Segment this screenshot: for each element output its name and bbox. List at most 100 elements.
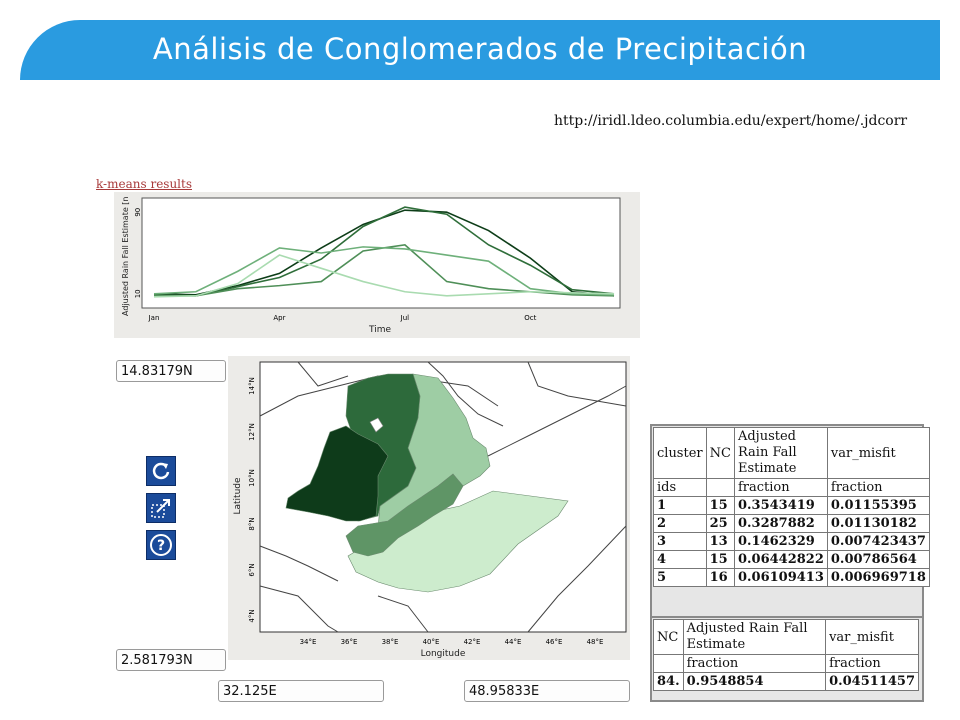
- west-lon-input[interactable]: 32.125E: [218, 680, 384, 702]
- cell: 0.3287882: [733, 514, 828, 533]
- expand-button[interactable]: [146, 493, 176, 523]
- series-line-4: [153, 246, 615, 296]
- cell: 1: [653, 496, 707, 515]
- table-row: 5 16 0.06109413 0.006969718: [653, 568, 930, 587]
- cell: 0.01130182: [826, 514, 930, 533]
- unit-cell: fraction: [825, 654, 919, 673]
- cell: 0.006969718: [826, 568, 930, 587]
- unit-cell: fraction: [826, 478, 930, 497]
- cell: 4: [653, 550, 707, 569]
- cluster-1-region: [285, 425, 389, 522]
- cell: 5: [653, 568, 707, 587]
- slide-title: Análisis de Conglomerados de Precipitaci…: [152, 32, 808, 66]
- cell: 0.1462329: [733, 532, 828, 551]
- cluster-3-region: [345, 473, 464, 557]
- x-tick-label: Jul: [400, 314, 410, 322]
- lat-tick-label: 8°N: [248, 517, 256, 530]
- cluster-results-table: cluster NC Adjusted Rain Fall Estimate v…: [653, 427, 930, 587]
- col-rainfall: Adjusted Rain Fall Estimate: [733, 427, 828, 479]
- unit-cell: ids: [653, 478, 707, 497]
- cell: 0.3543419: [733, 496, 828, 515]
- x-tick-label: Oct: [524, 314, 536, 322]
- col-nc: NC: [653, 619, 684, 655]
- time-series-panel: Jan Apr Jul Oct 10 90 Adjusted Rain Fall Est…: [114, 192, 640, 338]
- lon-tick-label: 36°E: [341, 638, 358, 646]
- x-axis-label: Time: [368, 325, 391, 335]
- table-row: 2 25 0.3287882 0.01130182: [653, 514, 930, 533]
- cell: 0.06442822: [733, 550, 828, 569]
- cell: 84.: [653, 672, 684, 691]
- col-var-misfit: var_misfit: [826, 427, 930, 479]
- x-tick-label: Jan: [148, 314, 160, 322]
- table-row: 1 15 0.3543419 0.01155395: [653, 496, 930, 515]
- east-lon-input[interactable]: 48.95833E: [464, 680, 630, 702]
- lon-tick-label: 38°E: [382, 638, 399, 646]
- help-button[interactable]: ?: [146, 530, 176, 560]
- table-row: 84. 0.9548854 0.04511457: [653, 672, 919, 691]
- y-axis-label: Adjusted Rain Fall Estimate [n: [121, 197, 130, 317]
- cluster-5-region: [347, 490, 569, 593]
- table-header-row: NC Adjusted Rain Fall Estimate var_misfi…: [653, 619, 919, 655]
- table-units-row: ids fraction fraction: [653, 478, 930, 497]
- longitude-label: Longitude: [421, 649, 466, 659]
- lon-tick-label: 42°E: [464, 638, 481, 646]
- series-line-5: [153, 254, 615, 298]
- lat-tick-label: 6°N: [248, 563, 256, 576]
- y-tick-label: 90: [134, 208, 142, 217]
- cell: 0.9548854: [682, 672, 827, 691]
- cell: 13: [705, 532, 735, 551]
- source-url: http://iridl.ldeo.columbia.edu/expert/ho…: [554, 113, 908, 129]
- cell: 15: [705, 550, 735, 569]
- cell: 0.00786564: [826, 550, 930, 569]
- lon-tick-label: 48°E: [587, 638, 604, 646]
- col-cluster: cluster: [653, 427, 707, 479]
- cluster-map[interactable]: 14°N 12°N 10°N 8°N 6°N 4°N 34°E 36°E 38°E 40°E 42…: [228, 356, 630, 660]
- table-header-row: cluster NC Adjusted Rain Fall Estimate v…: [653, 427, 930, 479]
- col-var-misfit: var_misfit: [825, 619, 919, 655]
- north-lat-input[interactable]: 14.83179N: [116, 360, 226, 382]
- cell: 25: [705, 514, 735, 533]
- svg-text:?: ?: [157, 538, 165, 554]
- help-icon: ?: [150, 534, 172, 556]
- latitude-label: Latitude: [233, 477, 243, 515]
- country-borders: [259, 361, 627, 633]
- cell: 16: [705, 568, 735, 587]
- cell: 3: [653, 532, 707, 551]
- cell: 0.04511457: [825, 672, 919, 691]
- lon-tick-label: 44°E: [505, 638, 522, 646]
- unit-cell: [653, 654, 684, 673]
- col-nc: NC: [705, 427, 735, 479]
- south-lat-input[interactable]: 2.581793N: [116, 649, 226, 671]
- y-tick-label: 10: [134, 289, 142, 298]
- cell: 0.007423437: [826, 532, 930, 551]
- lat-tick-label: 14°N: [248, 377, 256, 395]
- expand-icon: [151, 499, 170, 518]
- unit-cell: fraction: [733, 478, 828, 497]
- unit-cell: [705, 478, 735, 497]
- map-panel: 14°N 12°N 10°N 8°N 6°N 4°N 34°E 36°E 38°E 40°E 42…: [228, 356, 630, 660]
- cell: 2: [653, 514, 707, 533]
- cell: 15: [705, 496, 735, 515]
- table-row: 3 13 0.1462329 0.007423437: [653, 532, 930, 551]
- lat-tick-label: 12°N: [248, 423, 256, 441]
- lon-tick-label: 46°E: [546, 638, 563, 646]
- table-units-row: fraction fraction: [653, 654, 919, 673]
- col-rainfall: Adjusted Rain Fall Estimate: [682, 619, 827, 655]
- title-banner: Análisis de Conglomerados de Precipitaci…: [20, 20, 940, 80]
- lat-tick-label: 10°N: [248, 469, 256, 487]
- refresh-icon: [152, 462, 170, 480]
- lat-tick-label: 4°N: [248, 609, 256, 622]
- table-row: 4 15 0.06442822 0.00786564: [653, 550, 930, 569]
- cell: 0.06109413: [733, 568, 828, 587]
- lon-tick-label: 34°E: [300, 638, 317, 646]
- summary-results-table: NC Adjusted Rain Fall Estimate var_misfi…: [653, 619, 919, 691]
- lake-tana: [369, 417, 384, 433]
- time-series-chart: Jan Apr Jul Oct 10 90 Adjusted Rain Fall Est…: [121, 197, 621, 335]
- refresh-button[interactable]: [146, 456, 176, 486]
- x-tick-label: Apr: [273, 314, 285, 322]
- series-line-2: [153, 206, 615, 297]
- cell: 0.01155395: [826, 496, 930, 515]
- lon-tick-label: 40°E: [423, 638, 440, 646]
- kmeans-results-link[interactable]: k-means results: [96, 177, 192, 191]
- unit-cell: fraction: [682, 654, 827, 673]
